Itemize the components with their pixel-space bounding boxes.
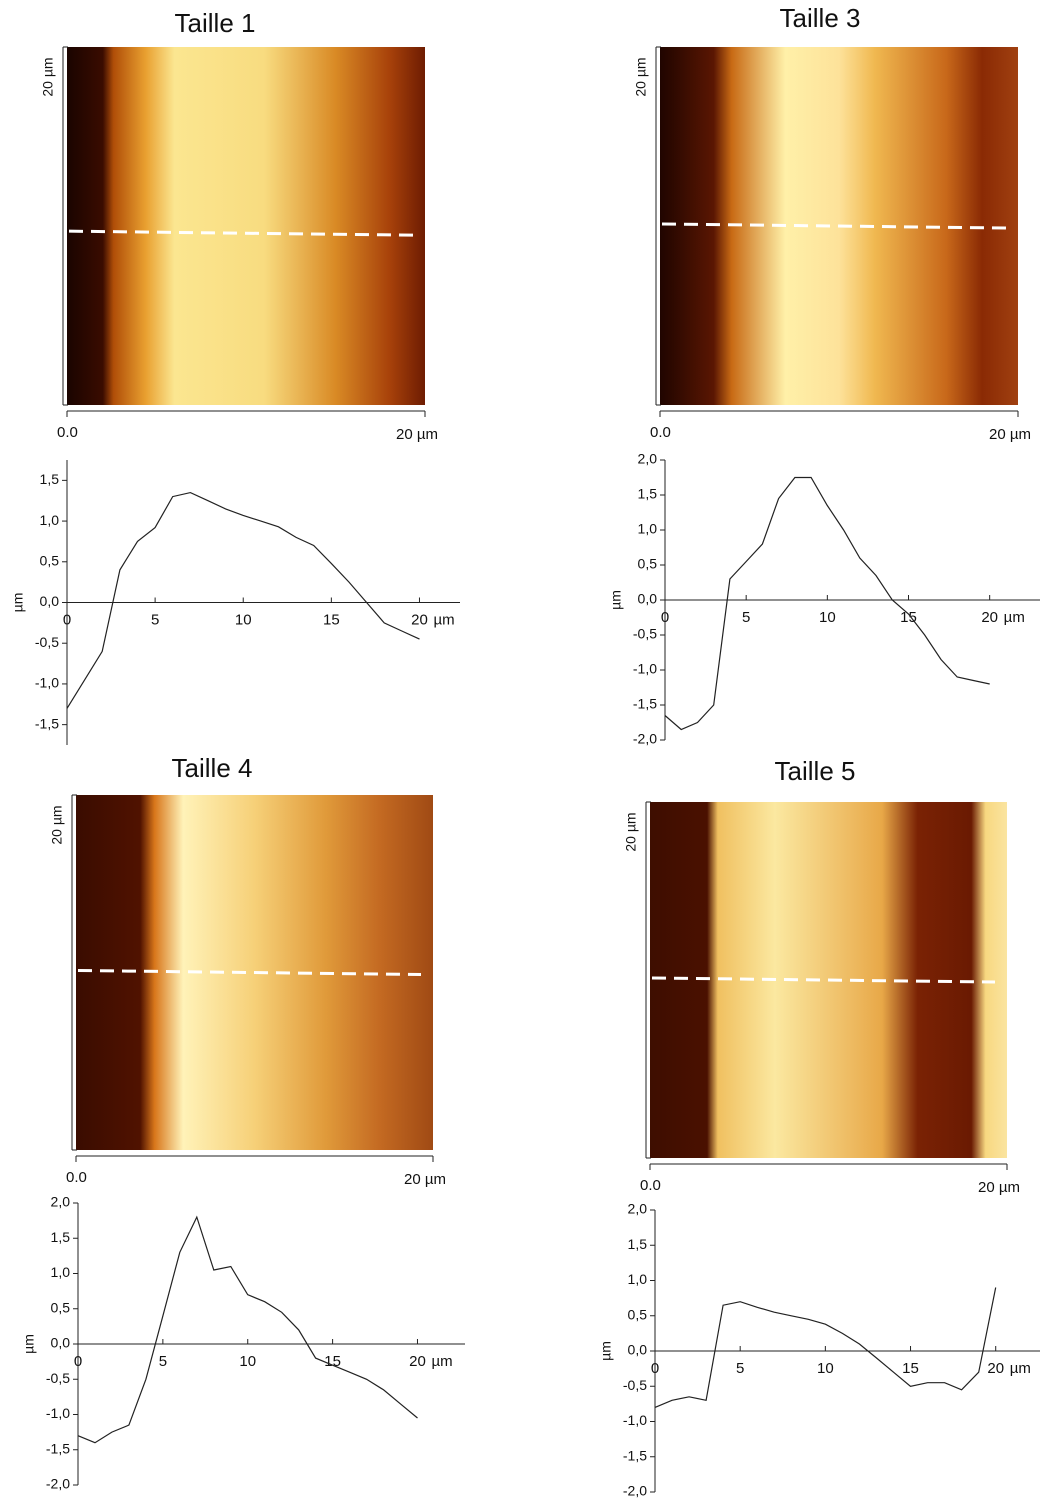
x-tick-label: 0 [661, 609, 669, 626]
panel-title: Taille 4 [172, 753, 253, 783]
y-tick-label: 0,0 [628, 1342, 648, 1358]
x-tick-label: 20 [981, 609, 998, 626]
y-tick-label: 0,5 [51, 1299, 71, 1315]
x-tick-label: 5 [159, 1353, 167, 1370]
x-tick-label: 15 [900, 609, 917, 626]
image-x-label: 20 µm [978, 1179, 1020, 1196]
y-tick-label: -0,5 [46, 1370, 70, 1386]
x-tick-label: 20 [987, 1360, 1004, 1377]
y-tick-label: 2,0 [638, 451, 658, 467]
image-y-label: 20 µm [49, 805, 65, 844]
y-tick-label: 0,5 [638, 556, 658, 572]
y-tick-label: -0,5 [35, 634, 59, 650]
image-x-label: 20 µm [989, 426, 1031, 443]
panel-title: Taille 3 [780, 3, 861, 33]
x-unit: µm [431, 1353, 452, 1370]
y-tick-label: 1,0 [40, 512, 60, 528]
x-tick-label: 5 [151, 611, 159, 628]
profile-line [664, 476, 990, 731]
x-tick-label: 20 [411, 611, 428, 628]
panel-title: Taille 1 [175, 8, 256, 38]
x-unit: µm [1010, 1360, 1031, 1377]
y-tick-label: -0,5 [633, 626, 657, 642]
afm-image [67, 47, 425, 405]
x-tick-label: 10 [817, 1360, 834, 1377]
y-tick-label: 1,5 [628, 1236, 648, 1252]
profile-line [66, 491, 420, 709]
x-tick-label: 5 [742, 609, 750, 626]
y-tick-label: 1,5 [638, 486, 658, 502]
y-tick-label: -2,0 [623, 1483, 647, 1499]
y-tick-label: -1,5 [623, 1447, 647, 1463]
y-tick-label: 1,5 [51, 1229, 71, 1245]
x-tick-label: 5 [736, 1360, 744, 1377]
y-tick-label: -1,5 [35, 715, 59, 731]
image-origin: 0.0 [650, 424, 671, 441]
y-tick-label: 0,0 [51, 1335, 71, 1351]
image-y-label: 20 µm [40, 57, 56, 96]
y-tick-label: 1,0 [51, 1264, 71, 1280]
y-tick-label: -1,0 [46, 1405, 70, 1421]
x-unit: µm [1004, 609, 1025, 626]
scan-line [661, 222, 1007, 230]
y-tick-label: 0,0 [40, 593, 60, 609]
y-tick-label: -2,0 [46, 1476, 70, 1492]
y-axis-label: µm [10, 593, 26, 613]
y-tick-label: -2,0 [633, 731, 657, 747]
x-tick-label: 10 [235, 611, 252, 628]
x-unit: µm [433, 611, 454, 628]
profile-line [77, 1215, 418, 1444]
y-tick-label: 1,5 [40, 471, 60, 487]
scan-line [68, 229, 414, 237]
image-origin: 0.0 [640, 1177, 661, 1194]
y-tick-label: 1,0 [638, 521, 658, 537]
y-tick-label: -1,0 [623, 1412, 647, 1428]
x-tick-label: 0 [74, 1353, 82, 1370]
y-tick-label: 0,0 [638, 591, 658, 607]
y-tick-label: -1,5 [633, 696, 657, 712]
scan-line [651, 976, 996, 984]
y-axis-label: µm [21, 1334, 37, 1354]
x-tick-label: 0 [651, 1360, 659, 1377]
image-origin: 0.0 [57, 424, 78, 441]
y-tick-label: 1,0 [628, 1271, 648, 1287]
image-y-label: 20 µm [633, 57, 649, 96]
y-tick-label: -1,0 [35, 675, 59, 691]
y-tick-label: 2,0 [628, 1201, 648, 1217]
y-tick-label: 0,5 [40, 552, 60, 568]
y-tick-label: -1,5 [46, 1440, 70, 1456]
scan-line [77, 969, 422, 976]
x-tick-label: 15 [902, 1360, 919, 1377]
profile-line [654, 1287, 997, 1408]
x-tick-label: 10 [819, 609, 836, 626]
image-y-label: 20 µm [623, 812, 639, 851]
panel-title: Taille 5 [775, 756, 856, 786]
x-tick-label: 15 [323, 611, 340, 628]
x-tick-label: 0 [63, 611, 71, 628]
y-tick-label: 2,0 [51, 1194, 71, 1210]
y-tick-label: 0,5 [628, 1306, 648, 1322]
y-axis-label: µm [608, 590, 624, 610]
x-tick-label: 15 [324, 1353, 341, 1370]
x-tick-label: 10 [239, 1353, 256, 1370]
image-x-label: 20 µm [404, 1171, 446, 1188]
image-origin: 0.0 [66, 1169, 87, 1186]
y-tick-label: -0,5 [623, 1377, 647, 1393]
y-axis-label: µm [598, 1341, 614, 1361]
x-tick-label: 20 [409, 1353, 426, 1370]
image-x-label: 20 µm [396, 426, 438, 443]
y-tick-label: -1,0 [633, 661, 657, 677]
